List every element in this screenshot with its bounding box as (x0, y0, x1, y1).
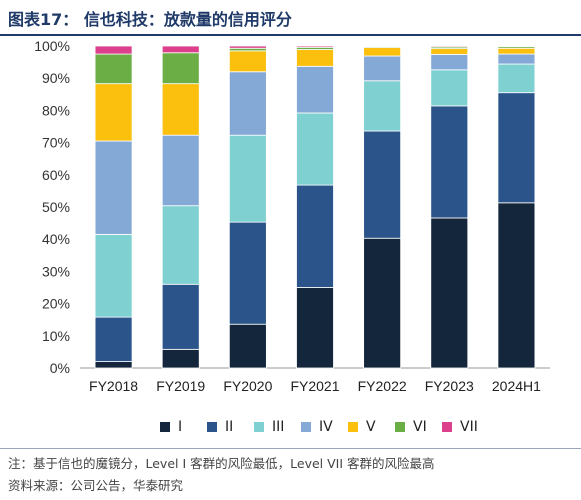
bar-segment-ii-fy2023 (430, 105, 469, 219)
y-tick-label: 70% (42, 135, 70, 151)
bar-segment-iv-fy2020 (228, 71, 267, 136)
bar-segment-i-fy2021 (296, 287, 334, 369)
stacked-bar-chart: 0% 10% 20% 30% 40% 50% 60% 70% 80% 90% 100% FY2018 F… (34, 38, 550, 394)
legend-swatch (160, 422, 170, 432)
footnote: 注：基于信也的魔镜分，Level I 客群的风险最低，Level VII 客群的… (0, 448, 581, 500)
bar-segment-iii-fy2022 (363, 80, 402, 132)
bar-segment-vii-fy2022 (363, 45, 402, 48)
y-tick-label: 60% (42, 167, 70, 183)
y-tick-label: 50% (42, 199, 70, 215)
bar-segment-i-fy2022 (363, 237, 402, 369)
footnote-note: 注：基于信也的魔镜分，Level I 客群的风险最低，Level VII 客群的… (8, 456, 435, 471)
legend-item-i: I (160, 418, 182, 436)
bar-segment-ii-2024h1 (497, 92, 536, 204)
chart-legend: I II III IV V VI VII (0, 410, 581, 444)
x-tick-label: FY2018 (89, 378, 138, 394)
bar-segment-i-fy2019 (161, 348, 200, 369)
legend-item-vi: VI (395, 418, 427, 436)
bar-segment-iv-2024h1 (497, 53, 536, 65)
bar-segment-iii-fy2023 (430, 69, 469, 107)
bar-segment-vii-fy2023 (430, 45, 469, 48)
legend-label: IV (319, 419, 333, 435)
x-tick-label: 2024H1 (492, 378, 541, 394)
legend-label: I (178, 419, 183, 435)
bar-segment-v-fy2022 (363, 47, 402, 57)
legend-swatch (254, 422, 264, 432)
x-tick-label: FY2022 (358, 378, 407, 394)
bar-segment-ii-fy2021 (296, 184, 334, 288)
y-tick-label: 40% (42, 231, 70, 247)
bar-segment-iv-fy2019 (161, 134, 200, 207)
bar-segment-iv-fy2021 (296, 65, 334, 114)
bar-segment-iii-fy2019 (161, 205, 200, 285)
x-tick-label: FY2020 (223, 378, 272, 394)
y-tick-label: 80% (42, 102, 70, 118)
y-tick-label: 20% (42, 296, 70, 312)
y-tick-label: 10% (42, 328, 70, 344)
bar-segment-iii-fy2021 (296, 112, 334, 186)
y-tick-label: 90% (42, 70, 70, 86)
bar-segment-iii-2024h1 (497, 63, 536, 94)
legend-swatch (207, 422, 217, 432)
legend-swatch (395, 422, 405, 432)
bar-segment-ii-fy2022 (363, 130, 402, 239)
legend-label: III (272, 419, 285, 435)
legend-swatch (348, 422, 358, 432)
bar-segment-iv-fy2022 (363, 55, 402, 82)
legend-label: II (225, 419, 234, 435)
bar-segment-iv-fy2023 (430, 53, 469, 71)
bar-segment-i-2024h1 (497, 202, 536, 369)
bar-segment-v-fy2021 (296, 49, 334, 67)
legend-swatch (442, 422, 452, 432)
bar-segment-vii-2024h1 (497, 45, 536, 48)
legend-swatch (301, 422, 311, 432)
bar-segment-v-fy2018 (94, 83, 133, 142)
bar-segment-i-fy2023 (430, 217, 469, 369)
bar-segment-vi-fy2018 (94, 53, 133, 85)
bar-segment-iii-fy2020 (228, 134, 267, 223)
footnote-source: 资料来源：公司公告，华泰研究 (8, 478, 184, 493)
y-tick-label: 0% (50, 360, 70, 376)
bar-segment-vii-fy2020 (228, 45, 267, 49)
bar-segment-v-fy2023 (430, 48, 469, 55)
bar-segment-ii-fy2018 (94, 316, 133, 362)
bar-segment-v-2024h1 (497, 47, 536, 55)
x-tick-label: FY2019 (156, 378, 205, 394)
bar-segment-i-fy2020 (228, 323, 267, 369)
bar-segment-ii-fy2019 (161, 283, 200, 350)
legend-item-ii: II (207, 418, 233, 436)
legend-label: VI (413, 419, 427, 435)
x-tick-label: FY2021 (290, 378, 339, 394)
bar-segment-i-fy2018 (94, 361, 133, 369)
legend-label: V (366, 419, 376, 435)
bar-segment-vii-fy2019 (161, 45, 200, 54)
bar-segment-iv-fy2018 (94, 140, 133, 235)
title-bar: 图表17： 信也科技：放款量的信用评分 (0, 0, 581, 36)
bar-segment-v-fy2020 (228, 50, 267, 73)
legend-item-v: V (348, 418, 376, 436)
y-tick-label: 100% (34, 38, 70, 54)
bar-segment-ii-fy2020 (228, 221, 267, 325)
bar-segment-iii-fy2018 (94, 233, 133, 318)
bar-segment-vi-fy2019 (161, 52, 200, 85)
legend-item-vii: VII (442, 418, 478, 436)
bar-segment-vii-fy2018 (94, 45, 133, 55)
x-tick-label: FY2023 (425, 378, 474, 394)
legend-item-iii: III (254, 418, 284, 436)
y-tick-label: 30% (42, 263, 70, 279)
bar-segment-vii-fy2021 (296, 45, 334, 48)
chart-title: 图表17： 信也科技：放款量的信用评分 (8, 10, 292, 29)
legend-item-iv: IV (301, 418, 333, 436)
legend-label: VII (460, 419, 478, 435)
bar-segment-v-fy2019 (161, 83, 200, 136)
